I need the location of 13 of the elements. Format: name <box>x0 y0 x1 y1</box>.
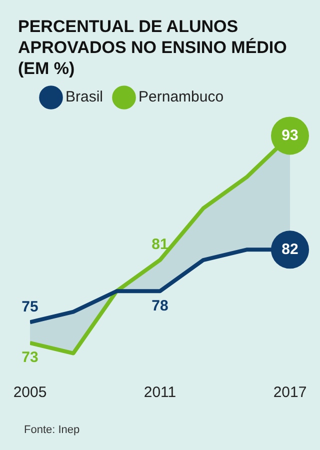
data-label: 93 <box>282 126 298 144</box>
legend-label: Pernambuco <box>138 88 224 106</box>
x-tick-label: 2011 <box>144 384 176 402</box>
legend-label: Brasil <box>66 88 104 106</box>
chart-title: PERCENTUAL DE ALUNOS APROVADOS NO ENSINO MÉDIO (EM %) <box>18 16 288 79</box>
data-label: 81 <box>152 236 168 254</box>
data-label: 75 <box>22 298 38 316</box>
data-label: 73 <box>22 349 38 366</box>
x-tick-label: 2005 <box>13 384 47 402</box>
x-tick-label: 2017 <box>273 384 307 402</box>
source-note: Fonte: Inep <box>24 424 80 436</box>
data-label: 78 <box>152 297 168 314</box>
data-label: 82 <box>282 240 298 258</box>
